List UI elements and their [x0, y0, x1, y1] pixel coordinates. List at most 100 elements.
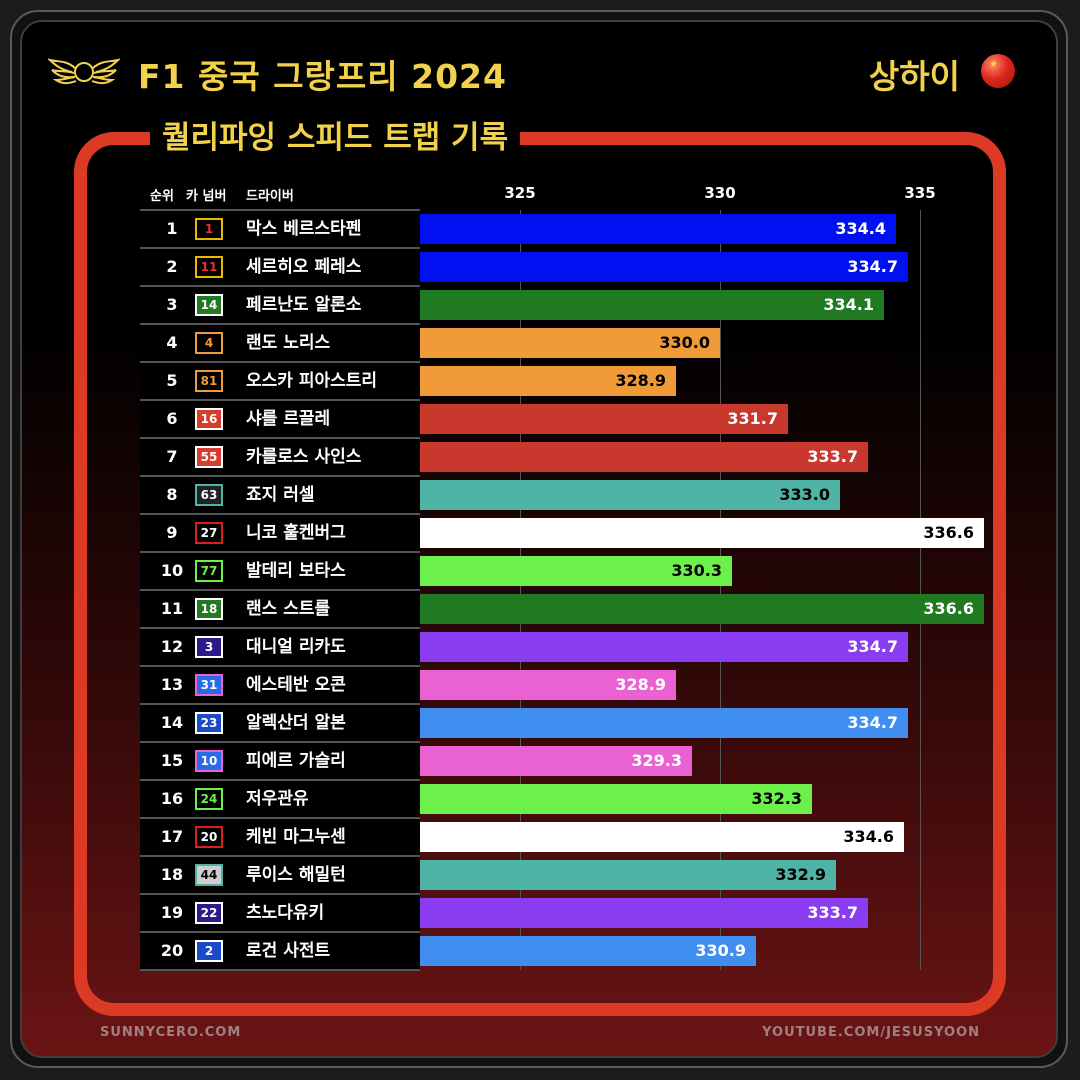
speed-bar: 331.7	[420, 404, 788, 434]
bar-value-label: 336.6	[923, 523, 974, 542]
china-flag-icon: ★	[981, 54, 1015, 88]
driver-name: 피에르 가슬리	[246, 751, 346, 771]
car-number-badge: 20	[195, 826, 223, 848]
speed-bar: 330.0	[420, 328, 720, 358]
rank-number: 15	[160, 751, 184, 770]
row-separator	[140, 513, 420, 515]
speed-bar: 333.7	[420, 442, 868, 472]
row-separator	[140, 665, 420, 667]
bar-value-label: 333.7	[807, 447, 858, 466]
driver-name: 로건 사전트	[246, 941, 331, 961]
car-number-badge: 24	[195, 788, 223, 810]
x-tick-label: 335	[904, 184, 936, 202]
speed-bar: 328.9	[420, 366, 676, 396]
winged-wheel-logo-icon	[48, 58, 120, 85]
driver-name: 페르난도 알론소	[246, 295, 362, 315]
car-number-badge: 77	[195, 560, 223, 582]
speed-bar: 334.4	[420, 214, 896, 244]
bar-value-label: 334.7	[847, 257, 898, 276]
chart-subtitle: 퀄리파잉 스피드 트랩 기록	[150, 116, 521, 160]
speed-bar: 333.0	[420, 480, 840, 510]
bar-value-label: 334.1	[823, 295, 874, 314]
bar-value-label: 332.3	[751, 789, 802, 808]
rank-number: 13	[160, 675, 184, 694]
rank-number: 6	[166, 409, 178, 428]
footer-website: SUNNYCERO.COM	[100, 1025, 242, 1040]
grid-line	[520, 210, 521, 970]
bar-value-label: 334.7	[847, 713, 898, 732]
row-separator	[140, 817, 420, 819]
header-rank: 순위	[150, 189, 174, 204]
bar-value-label: 330.3	[671, 561, 722, 580]
bar-value-label: 334.4	[835, 219, 886, 238]
speed-bar: 332.3	[420, 784, 812, 814]
row-separator	[140, 209, 420, 211]
driver-name: 오스카 피아스트리	[246, 371, 378, 391]
bar-value-label: 329.3	[631, 751, 682, 770]
row-separator	[140, 969, 420, 971]
row-separator	[140, 855, 420, 857]
car-number-badge: 63	[195, 484, 223, 506]
rank-number: 4	[166, 333, 178, 352]
speed-bar: 334.6	[420, 822, 904, 852]
car-number-badge: 4	[195, 332, 223, 354]
grid-line	[720, 210, 721, 970]
car-number-badge: 31	[195, 674, 223, 696]
speed-bar: 334.1	[420, 290, 884, 320]
car-number-badge: 18	[195, 598, 223, 620]
speed-bar: 330.3	[420, 556, 732, 586]
driver-name: 알렉산더 알본	[246, 713, 346, 733]
row-separator	[140, 437, 420, 439]
speed-bar: 334.7	[420, 708, 908, 738]
car-number-badge: 22	[195, 902, 223, 924]
rank-number: 5	[166, 371, 178, 390]
driver-name: 루이스 해밀턴	[246, 865, 346, 885]
rank-number: 8	[166, 485, 178, 504]
driver-name: 막스 베르스타펜	[246, 219, 362, 239]
car-number-badge: 11	[195, 256, 223, 278]
bar-value-label: 330.0	[659, 333, 710, 352]
row-separator	[140, 703, 420, 705]
speed-bar: 336.6	[420, 518, 984, 548]
rank-number: 17	[160, 827, 184, 846]
driver-name: 랜스 스트롤	[246, 599, 331, 619]
driver-name: 죠지 러셀	[246, 485, 315, 505]
speed-bar: 334.7	[420, 252, 908, 282]
car-number-badge: 27	[195, 522, 223, 544]
row-separator	[140, 551, 420, 553]
row-separator	[140, 589, 420, 591]
speed-bar: 334.7	[420, 632, 908, 662]
row-separator	[140, 361, 420, 363]
rank-number: 9	[166, 523, 178, 542]
bar-value-label: 334.7	[847, 637, 898, 656]
row-separator	[140, 931, 420, 933]
row-separator	[140, 475, 420, 477]
row-separator	[140, 285, 420, 287]
car-number-badge: 1	[195, 218, 223, 240]
car-number-badge: 81	[195, 370, 223, 392]
grid-line	[920, 210, 921, 970]
car-number-badge: 2	[195, 940, 223, 962]
header-driver: 드라이버	[246, 189, 294, 204]
row-separator	[140, 399, 420, 401]
speed-bar: 336.6	[420, 594, 984, 624]
bar-value-label: 328.9	[615, 371, 666, 390]
location-label: 상하이	[868, 57, 960, 96]
speed-bar: 328.9	[420, 670, 676, 700]
row-separator	[140, 247, 420, 249]
rank-number: 20	[160, 941, 184, 960]
rank-number: 18	[160, 865, 184, 884]
bar-value-label: 336.6	[923, 599, 974, 618]
bar-value-label: 328.9	[615, 675, 666, 694]
driver-name: 대니얼 리카도	[246, 637, 346, 657]
driver-name: 랜도 노리스	[246, 333, 331, 353]
rank-number: 2	[166, 257, 178, 276]
rank-number: 11	[160, 599, 184, 618]
x-tick-label: 325	[504, 184, 536, 202]
x-tick-label: 330	[704, 184, 736, 202]
bar-value-label: 332.9	[775, 865, 826, 884]
driver-name: 세르히오 페레스	[246, 257, 362, 277]
driver-name: 에스테반 오콘	[246, 675, 346, 695]
bar-value-label: 334.6	[843, 827, 894, 846]
row-separator	[140, 627, 420, 629]
